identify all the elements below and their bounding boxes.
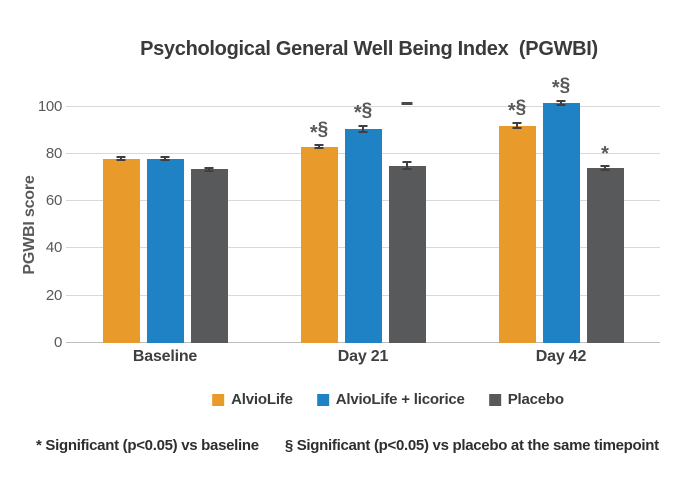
legend-item: AlvioLife bbox=[212, 391, 293, 408]
x-category-label: Day 42 bbox=[535, 348, 587, 365]
legend-label: Placebo bbox=[507, 391, 564, 408]
significance-annotation: *§ bbox=[551, 74, 571, 100]
x-category-label: Baseline bbox=[132, 348, 198, 365]
significance-annotation: *§ bbox=[353, 100, 373, 125]
footnote-asterisk: * Significant (p<0.05) vs baseline bbox=[36, 437, 259, 454]
footnotes: * Significant (p<0.05) vs baseline § Sig… bbox=[36, 437, 659, 454]
legend-swatch bbox=[212, 393, 225, 406]
error-bar-cap-top bbox=[160, 155, 170, 158]
bar bbox=[344, 129, 382, 343]
error-bar-cap-top bbox=[556, 99, 566, 102]
legend-label: AlvioLife + licorice bbox=[335, 391, 465, 408]
y-tick-label: 80 bbox=[45, 144, 62, 162]
error-bar-cap-top bbox=[512, 122, 522, 125]
error-bar-cap-bottom bbox=[556, 104, 566, 107]
error-bar bbox=[604, 166, 606, 170]
legend-item: Placebo bbox=[488, 391, 564, 408]
y-tick-label: 0 bbox=[53, 334, 62, 351]
x-category-label: Day 21 bbox=[337, 348, 389, 365]
error-bar bbox=[560, 100, 562, 106]
error-bar-cap-bottom bbox=[358, 131, 368, 134]
significance-annotation: * bbox=[601, 142, 609, 165]
error-bar-cap-bottom bbox=[116, 159, 126, 162]
error-bar bbox=[208, 167, 210, 171]
significance-annotation: *§ bbox=[309, 119, 329, 144]
y-tick-label: 100 bbox=[37, 97, 62, 115]
error-bar bbox=[406, 162, 408, 170]
error-bar-cap-bottom bbox=[314, 147, 324, 150]
error-bar-cap-bottom bbox=[204, 169, 214, 172]
error-bar-cap-top bbox=[600, 165, 610, 168]
error-bar-cap-top bbox=[116, 155, 126, 158]
bar bbox=[586, 168, 624, 343]
bar bbox=[102, 158, 140, 343]
error-bar bbox=[164, 157, 166, 161]
error-bar-cap-bottom bbox=[402, 168, 412, 171]
footnote-section: § Significant (p<0.05) vs placebo at the… bbox=[284, 437, 659, 454]
legend-label: AlvioLife bbox=[231, 391, 293, 408]
error-bar bbox=[318, 145, 320, 149]
bar bbox=[300, 146, 338, 343]
significance-annotation: *§ bbox=[507, 97, 527, 122]
bar bbox=[146, 158, 184, 343]
y-tick-label: 40 bbox=[45, 239, 62, 257]
plot-area: *§ *§ *§ *§ * bbox=[66, 76, 660, 343]
y-tick-label: 60 bbox=[45, 192, 62, 210]
error-bar-cap-top bbox=[204, 166, 214, 169]
y-axis-title: PGWBI score bbox=[21, 175, 38, 275]
bar bbox=[542, 103, 580, 343]
error-bar-cap-bottom bbox=[512, 126, 522, 129]
bar bbox=[190, 169, 228, 343]
gridline bbox=[66, 105, 660, 107]
legend: AlvioLife AlvioLife + licorice Placebo bbox=[212, 391, 564, 408]
error-bar-cap-bottom bbox=[160, 159, 170, 162]
bar bbox=[498, 125, 536, 343]
legend-item: AlvioLife + licorice bbox=[316, 391, 465, 408]
error-bar-cap-top bbox=[402, 161, 412, 164]
error-bar-cap-top bbox=[358, 125, 368, 128]
error-bar bbox=[516, 123, 518, 128]
legend-swatch bbox=[316, 393, 329, 406]
error-bar bbox=[362, 126, 364, 133]
y-tick-label: 20 bbox=[45, 286, 62, 304]
legend-swatch bbox=[488, 393, 501, 406]
error-bar-cap-bottom bbox=[600, 168, 610, 171]
chart-title: Psychological General Well Being Index (… bbox=[140, 38, 598, 60]
stray-dash-mark bbox=[401, 101, 413, 105]
error-bar-cap-top bbox=[314, 144, 324, 147]
error-bar bbox=[120, 157, 122, 161]
bar bbox=[388, 165, 426, 343]
